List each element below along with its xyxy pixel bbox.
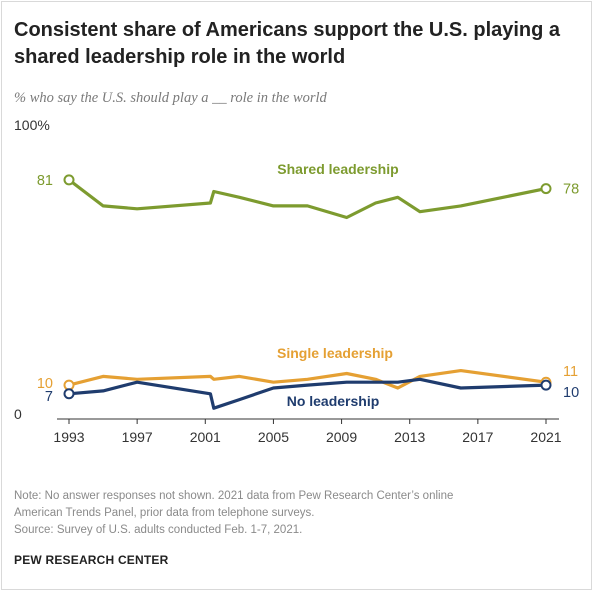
series-start-marker <box>63 379 75 391</box>
series-end-marker <box>540 379 552 391</box>
chart-subtitle: % who say the U.S. should play a __ role… <box>14 90 327 106</box>
organization-label: PEW RESEARCH CENTER <box>14 553 169 567</box>
series-line <box>67 377 548 410</box>
note-line: American Trends Panel, prior data from t… <box>14 507 315 519</box>
series-name-label: Shared leadership <box>277 161 398 177</box>
y-tick-label: 100% <box>14 117 50 133</box>
series-start-marker <box>63 388 75 400</box>
series-end-label: 78 <box>563 182 579 198</box>
series-start-label: 7 <box>45 389 53 405</box>
chart-title: Consistent share of Americans support th… <box>14 19 561 68</box>
series-name-label: Single leadership <box>277 345 393 361</box>
x-tick-label: 1997 <box>122 429 153 445</box>
series-end-marker <box>540 183 552 195</box>
chart-note: Note: No answer responses not shown. 202… <box>14 488 584 539</box>
x-tick-label: 2005 <box>258 429 289 445</box>
series-start-label: 81 <box>37 173 53 189</box>
x-tick-label: 2013 <box>394 429 425 445</box>
x-tick-label: 2001 <box>190 429 221 445</box>
line-chart: 100% 0 1993 1997 2001 2005 2009 2013 2017 2021 81 7… <box>14 117 579 445</box>
x-tick-label: 2009 <box>326 429 357 445</box>
series-start-marker <box>63 174 75 186</box>
x-tick-label: 2021 <box>530 429 561 445</box>
series-end-label: 10 <box>563 385 579 401</box>
series-end-label: 11 <box>563 364 578 380</box>
note-line: Note: No answer responses not shown. 202… <box>14 490 454 502</box>
series-name-label: No leadership <box>287 393 380 409</box>
x-tick-label: 2017 <box>462 429 493 445</box>
y-tick-label: 0 <box>14 406 22 422</box>
source-line: Source: Survey of U.S. adults conducted … <box>14 524 303 536</box>
series-start-label: 10 <box>37 376 53 392</box>
series-line <box>67 178 548 220</box>
x-tick-label: 1993 <box>53 429 84 445</box>
